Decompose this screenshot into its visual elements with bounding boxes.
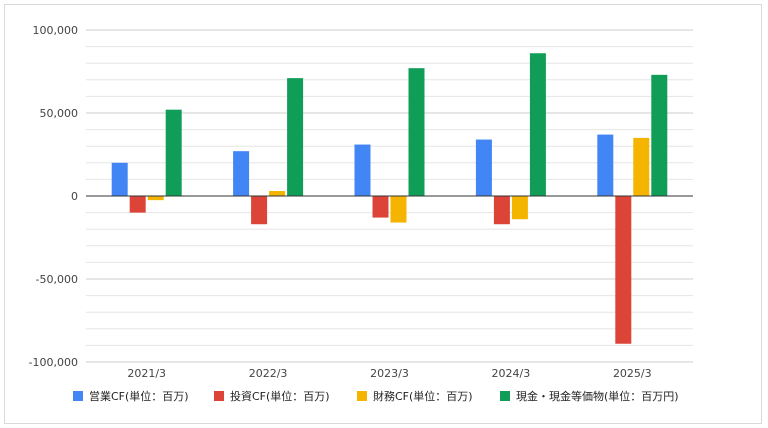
bar-1-2024-3: [475, 139, 492, 196]
legend: 営業CF(単位：百万) 投資CF(単位：百万) 財務CF(単位：百万) 現金・現金等価…: [73, 389, 679, 403]
bar-2-2021-3: [129, 196, 146, 213]
bar-4-2025-3: [651, 74, 668, 196]
x-tick-label: 2025/3: [613, 367, 652, 380]
bar-3-2024-3: [511, 196, 528, 220]
bar-3-2022-3: [269, 191, 286, 196]
legend-label: 財務CF(単位：百万): [373, 389, 473, 403]
legend-swatch: [357, 391, 367, 401]
bar-2-2023-3: [372, 196, 389, 218]
bars: [111, 53, 668, 344]
bar-2-2024-3: [493, 196, 510, 225]
y-axis-tick-labels: 100,000 50,000 0 -50,000 -100,000: [29, 24, 78, 369]
y-tick-label: -50,000: [36, 273, 78, 286]
x-tick-label: 2024/3: [492, 367, 531, 380]
legend-item[interactable]: 営業CF(単位：百万): [73, 389, 189, 403]
bar-1-2021-3: [111, 162, 128, 196]
bar-3-2021-3: [147, 196, 164, 201]
bar-2-2022-3: [251, 196, 268, 225]
legend-swatch: [214, 391, 224, 401]
bar-4-2024-3: [529, 53, 546, 196]
legend-label: 現金・現金等価物(単位：百万円): [516, 389, 679, 403]
gridlines: [86, 29, 693, 363]
legend-item[interactable]: 財務CF(単位：百万): [357, 389, 473, 403]
bar-1-2022-3: [233, 151, 250, 196]
bar-2-2025-3: [615, 196, 632, 344]
legend-label: 投資CF(単位：百万): [230, 389, 330, 403]
bar-4-2022-3: [287, 78, 304, 196]
legend-item[interactable]: 投資CF(単位：百万): [214, 389, 330, 403]
legend-swatch: [500, 391, 510, 401]
x-tick-label: 2023/3: [370, 367, 409, 380]
y-tick-label: 50,000: [40, 107, 79, 120]
bar-4-2021-3: [165, 109, 182, 196]
x-tick-label: 2021/3: [127, 367, 166, 380]
bar-3-2025-3: [633, 137, 650, 196]
bar-3-2023-3: [390, 196, 407, 223]
bar-1-2025-3: [597, 134, 614, 196]
y-tick-label: -100,000: [29, 356, 78, 369]
y-tick-label: 0: [71, 190, 78, 203]
bar-4-2023-3: [408, 68, 425, 196]
y-tick-label: 100,000: [33, 24, 79, 37]
legend-label: 営業CF(単位：百万): [89, 389, 189, 403]
x-axis-tick-labels: 2021/3 2022/3 2023/3 2024/3 2025/3: [127, 367, 651, 380]
x-tick-label: 2022/3: [249, 367, 288, 380]
bar-1-2023-3: [354, 144, 371, 196]
legend-swatch: [73, 391, 83, 401]
legend-item[interactable]: 現金・現金等価物(単位：百万円): [500, 389, 679, 403]
